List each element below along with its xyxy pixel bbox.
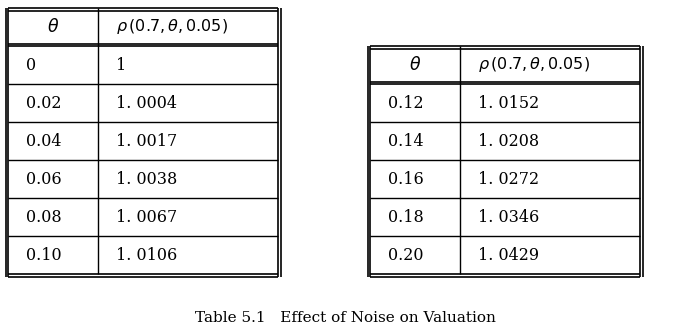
Text: $\theta$: $\theta$	[409, 56, 421, 74]
Text: Table 5.1   Effect of Noise on Valuation: Table 5.1 Effect of Noise on Valuation	[195, 311, 495, 325]
Text: $\rho\,(0.7,\theta,0.05)$: $\rho\,(0.7,\theta,0.05)$	[478, 55, 590, 75]
Text: 0.20: 0.20	[388, 247, 424, 263]
Text: 1. 0429: 1. 0429	[478, 247, 539, 263]
Text: 0.12: 0.12	[388, 94, 424, 112]
Text: 0.04: 0.04	[26, 133, 61, 149]
Text: 1: 1	[116, 56, 126, 74]
Text: 1. 0017: 1. 0017	[116, 133, 177, 149]
Text: 0.06: 0.06	[26, 171, 61, 187]
Text: 1. 0208: 1. 0208	[478, 133, 539, 149]
Text: 1. 0067: 1. 0067	[116, 209, 177, 225]
Text: 1. 0346: 1. 0346	[478, 209, 540, 225]
Text: 1. 0272: 1. 0272	[478, 171, 539, 187]
Text: 1. 0004: 1. 0004	[116, 94, 177, 112]
Text: 0.18: 0.18	[388, 209, 424, 225]
Text: 0: 0	[26, 56, 36, 74]
Text: 0.08: 0.08	[26, 209, 61, 225]
Text: 0.16: 0.16	[388, 171, 424, 187]
Text: 1. 0038: 1. 0038	[116, 171, 177, 187]
Text: 0.02: 0.02	[26, 94, 61, 112]
Text: 1. 0152: 1. 0152	[478, 94, 540, 112]
Text: 1. 0106: 1. 0106	[116, 247, 177, 263]
Text: 0.10: 0.10	[26, 247, 61, 263]
Text: $\theta$: $\theta$	[47, 18, 59, 36]
Text: $\rho\,(0.7,\theta,0.05)$: $\rho\,(0.7,\theta,0.05)$	[116, 17, 228, 37]
Text: 0.14: 0.14	[388, 133, 424, 149]
